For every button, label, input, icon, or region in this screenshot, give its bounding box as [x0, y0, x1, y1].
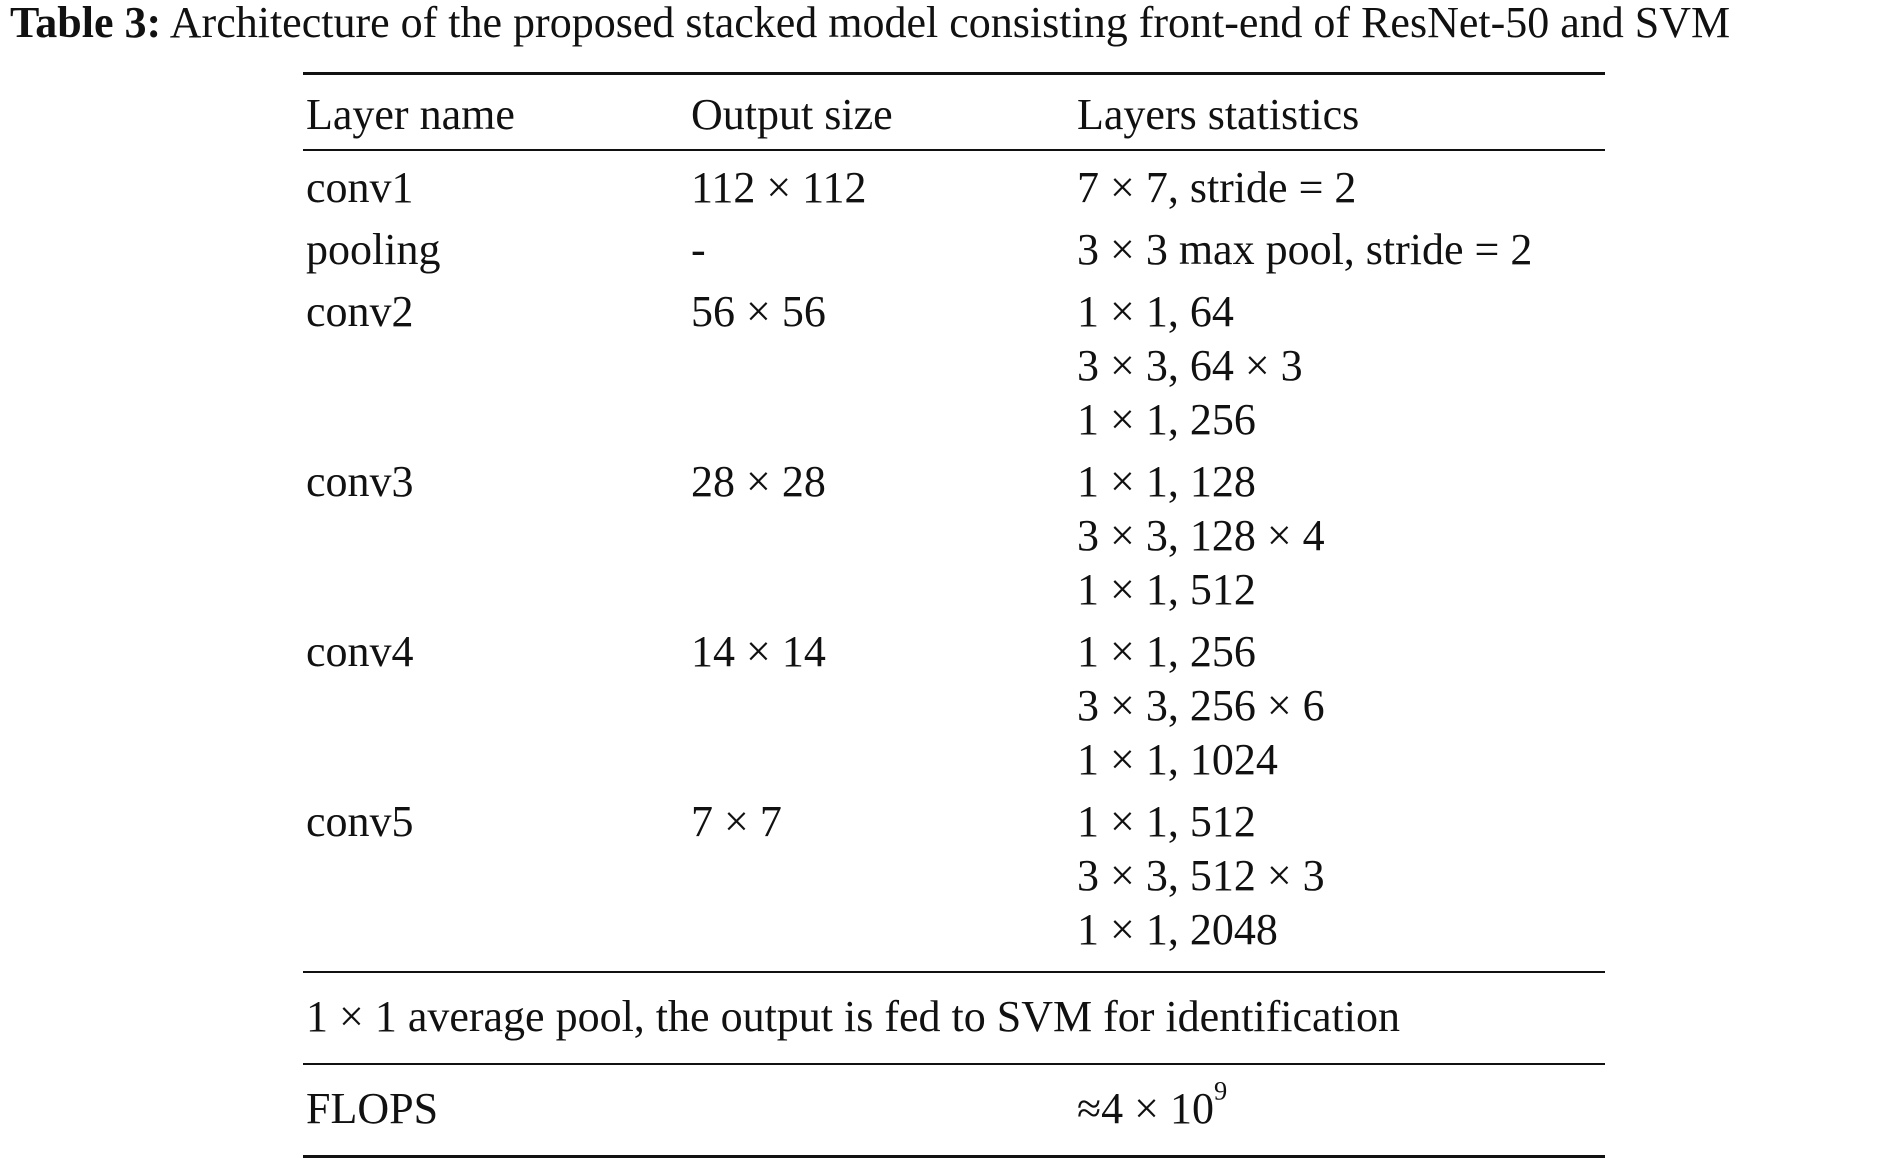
row-layer-name: conv2: [306, 287, 414, 336]
header-rule: [303, 149, 1605, 151]
caption-text: Architecture of the proposed stacked mod…: [169, 0, 1731, 47]
table-body: conv1 112 × 112 7 × 7, stride = 2 pooling - 3…: [303, 151, 1605, 971]
flops-value: ≈4 × 109: [1077, 1077, 1227, 1134]
row-output-size: 56 × 56: [691, 287, 826, 336]
row-layer-statistics: 1 × 1, 64 3 × 3, 64 × 3 1 × 1, 256: [1077, 285, 1303, 447]
architecture-table: Layer name Output size Layers statistics…: [303, 72, 1605, 1158]
row-layer-name: conv1: [306, 163, 414, 212]
flops-value-base: ≈4 × 10: [1077, 1084, 1214, 1133]
row-layer-statistics: 7 × 7, stride = 2: [1077, 161, 1356, 215]
body-rule: [303, 971, 1605, 973]
stat-line: 1 × 1, 256: [1077, 395, 1256, 444]
stat-line: 7 × 7, stride = 2: [1077, 163, 1357, 212]
stat-line: 1 × 1, 1024: [1077, 735, 1278, 784]
header-layers-statistics: Layers statistics: [1077, 90, 1360, 139]
header-output-size: Output size: [691, 90, 893, 139]
row-layer-statistics: 1 × 1, 256 3 × 3, 256 × 6 1 × 1, 1024: [1077, 625, 1325, 787]
stat-line: 1 × 1, 128: [1077, 457, 1256, 506]
table-caption: Table 3: Architecture of the proposed st…: [10, 0, 1900, 46]
row-output-size: 14 × 14: [691, 627, 826, 676]
stat-line: 1 × 1, 512: [1077, 565, 1256, 614]
stat-line: 1 × 1, 256: [1077, 627, 1256, 676]
note-rule: [303, 1063, 1605, 1065]
table-header: Layer name Output size Layers statistics: [303, 75, 1605, 149]
bottom-rule: [303, 1155, 1605, 1158]
row-layer-statistics: 1 × 1, 128 3 × 3, 128 × 4 1 × 1, 512: [1077, 455, 1325, 617]
stat-line: 3 × 3 max pool, stride = 2: [1077, 225, 1533, 274]
row-output-size: -: [691, 225, 706, 274]
row-layer-statistics: 1 × 1, 512 3 × 3, 512 × 3 1 × 1, 2048: [1077, 795, 1325, 957]
stat-line: 3 × 3, 128 × 4: [1077, 511, 1325, 560]
stat-line: 3 × 3, 512 × 3: [1077, 851, 1325, 900]
row-layer-name: conv4: [306, 627, 414, 676]
row-output-size: 7 × 7: [691, 797, 782, 846]
stat-line: 3 × 3, 64 × 3: [1077, 341, 1303, 390]
flops-label: FLOPS: [306, 1084, 439, 1133]
top-rule: [303, 72, 1605, 75]
caption-label: Table 3:: [10, 0, 162, 47]
note-text: 1 × 1 average pool, the output is fed to…: [306, 992, 1401, 1041]
stat-line: 1 × 1, 2048: [1077, 905, 1278, 954]
stat-line: 3 × 3, 256 × 6: [1077, 681, 1325, 730]
row-output-size: 28 × 28: [691, 457, 826, 506]
row-output-size: 112 × 112: [691, 163, 867, 212]
note-row: 1 × 1 average pool, the output is fed to…: [303, 973, 1605, 1063]
row-layer-name: conv5: [306, 797, 414, 846]
row-layer-name: pooling: [306, 225, 441, 274]
header-layer-name: Layer name: [306, 90, 515, 139]
flops-value-exponent: 9: [1213, 1075, 1228, 1106]
stat-line: 1 × 1, 512: [1077, 797, 1256, 846]
row-layer-name: conv3: [306, 457, 414, 506]
stat-line: 1 × 1, 64: [1077, 287, 1234, 336]
row-layer-statistics: 3 × 3 max pool, stride = 2: [1077, 223, 1532, 277]
flops-row: FLOPS ≈4 × 109: [303, 1065, 1605, 1155]
